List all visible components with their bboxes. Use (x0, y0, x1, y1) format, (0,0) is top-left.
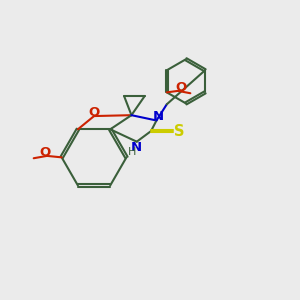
Text: N: N (152, 110, 164, 123)
Text: H: H (128, 147, 136, 157)
Text: N: N (131, 141, 142, 154)
Text: O: O (39, 146, 50, 159)
Text: O: O (175, 81, 187, 94)
Text: O: O (88, 106, 100, 119)
Text: S: S (174, 124, 185, 139)
